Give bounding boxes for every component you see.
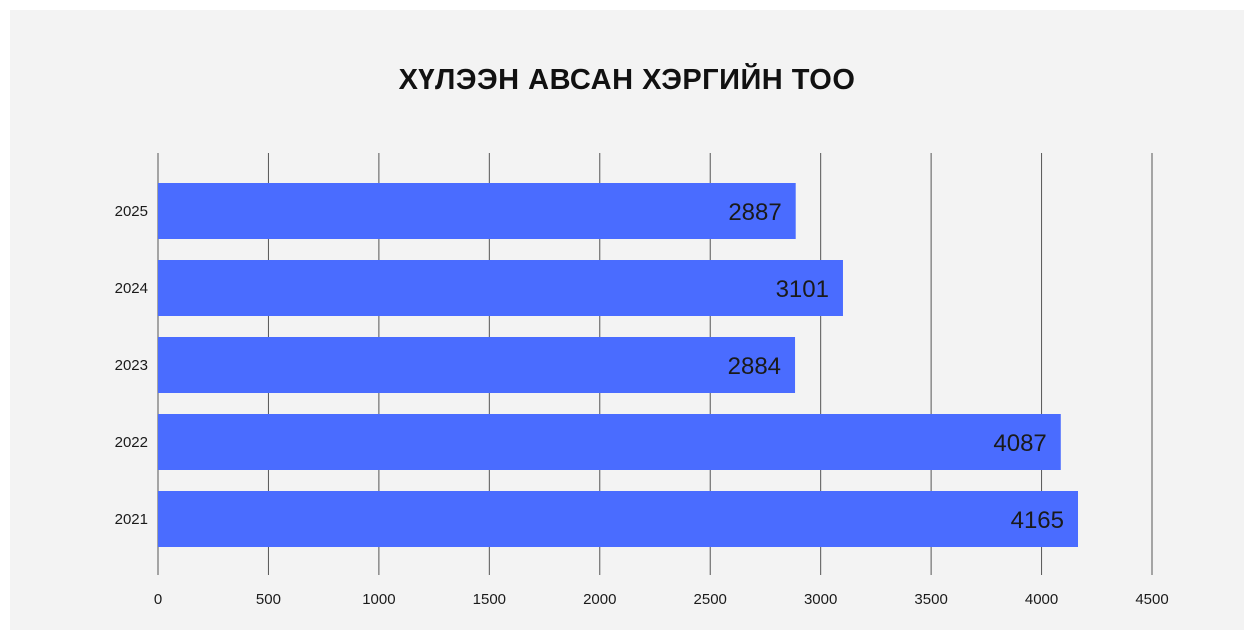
category-label: 2021 <box>115 511 148 528</box>
bar-value-label: 4087 <box>993 430 1046 457</box>
x-tick-label: 3500 <box>914 591 947 608</box>
bar <box>158 183 796 239</box>
x-tick-label: 4000 <box>1025 591 1058 608</box>
category-label: 2025 <box>115 203 148 220</box>
x-tick-label: 2500 <box>694 591 727 608</box>
category-label: 2023 <box>115 357 148 374</box>
bar <box>158 414 1061 470</box>
bar-value-label: 4165 <box>1011 507 1064 534</box>
x-tick-label: 2000 <box>583 591 616 608</box>
bar-value-label: 3101 <box>776 276 829 303</box>
bar-chart: 0 500 1000 1500 2000 2500 3000 3500 4000 4500 2025… <box>115 153 1169 608</box>
bar <box>158 337 796 393</box>
chart-card: ХҮЛЭЭН АВСАН ХЭРГИЙН ТОО 0 500 1000 1500 200… <box>10 10 1244 630</box>
bar-value-label: 2884 <box>728 353 781 380</box>
chart-title: ХҮЛЭЭН АВСАН ХЭРГИЙН ТОО <box>398 64 856 96</box>
bar <box>158 260 843 316</box>
x-tick-label: 4500 <box>1135 591 1168 608</box>
category-label: 2022 <box>115 434 148 451</box>
x-tick-label: 500 <box>256 591 281 608</box>
x-tick-label: 0 <box>154 591 162 608</box>
x-tick-label: 1000 <box>362 591 395 608</box>
x-tick-label: 1500 <box>473 591 506 608</box>
category-label: 2024 <box>115 280 148 297</box>
bar <box>158 491 1079 547</box>
bar-value-label: 2887 <box>728 199 781 226</box>
x-tick-label: 3000 <box>804 591 837 608</box>
